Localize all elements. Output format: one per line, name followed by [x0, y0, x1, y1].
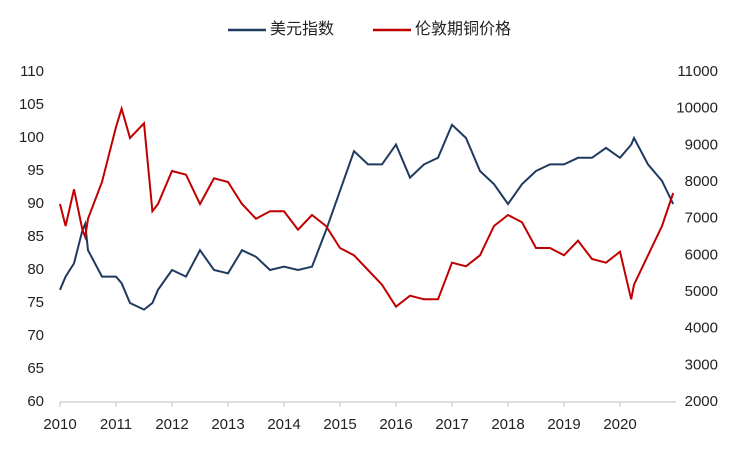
y-tick-label: 95 [27, 162, 44, 179]
x-tick-label: 2020 [603, 416, 636, 433]
x-tick-label: 2019 [547, 416, 580, 433]
series-line [59, 105, 675, 309]
y-tick-label: 75 [27, 294, 44, 311]
y2-tick-label: 7000 [685, 210, 718, 227]
y-tick-label: 110 [20, 63, 44, 80]
legend-label: 美元指数 [270, 20, 334, 38]
x-tick-label: 2014 [267, 416, 300, 433]
x-tick-label: 2015 [323, 416, 356, 433]
y2-tick-label: 9000 [685, 136, 718, 153]
x-tick-label: 2012 [155, 416, 188, 433]
series-line [59, 123, 675, 311]
y-tick-label: 70 [27, 327, 44, 344]
y-tick-label: 80 [27, 261, 44, 278]
y-tick-label: 85 [27, 228, 44, 245]
x-tick-label: 2011 [100, 416, 132, 433]
legend: 美元指数 伦敦期铜价格 [228, 20, 511, 38]
x-tick-label: 2018 [491, 416, 524, 433]
y-tick-label: 90 [27, 195, 44, 212]
y2-tick-label: 3000 [685, 356, 718, 373]
legend-label: 伦敦期铜价格 [415, 20, 511, 38]
x-tick-label: 2017 [435, 416, 468, 433]
y-tick-label: 65 [27, 360, 44, 377]
y2-tick-label: 4000 [685, 320, 718, 337]
y2-tick-label: 6000 [685, 246, 718, 263]
y-tick-label: 60 [27, 393, 44, 410]
x-tick-label: 2016 [379, 416, 412, 433]
y-tick-label: 100 [19, 129, 44, 146]
x-tick-label: 2013 [211, 416, 244, 433]
y2-tick-label: 11000 [677, 63, 718, 80]
y2-tick-label: 5000 [685, 283, 718, 300]
x-tick-label: 2010 [43, 416, 76, 433]
y2-tick-label: 2000 [685, 393, 718, 410]
y-tick-label: 105 [19, 96, 44, 113]
y2-tick-label: 8000 [685, 173, 718, 190]
y2-tick-label: 10000 [676, 100, 718, 117]
